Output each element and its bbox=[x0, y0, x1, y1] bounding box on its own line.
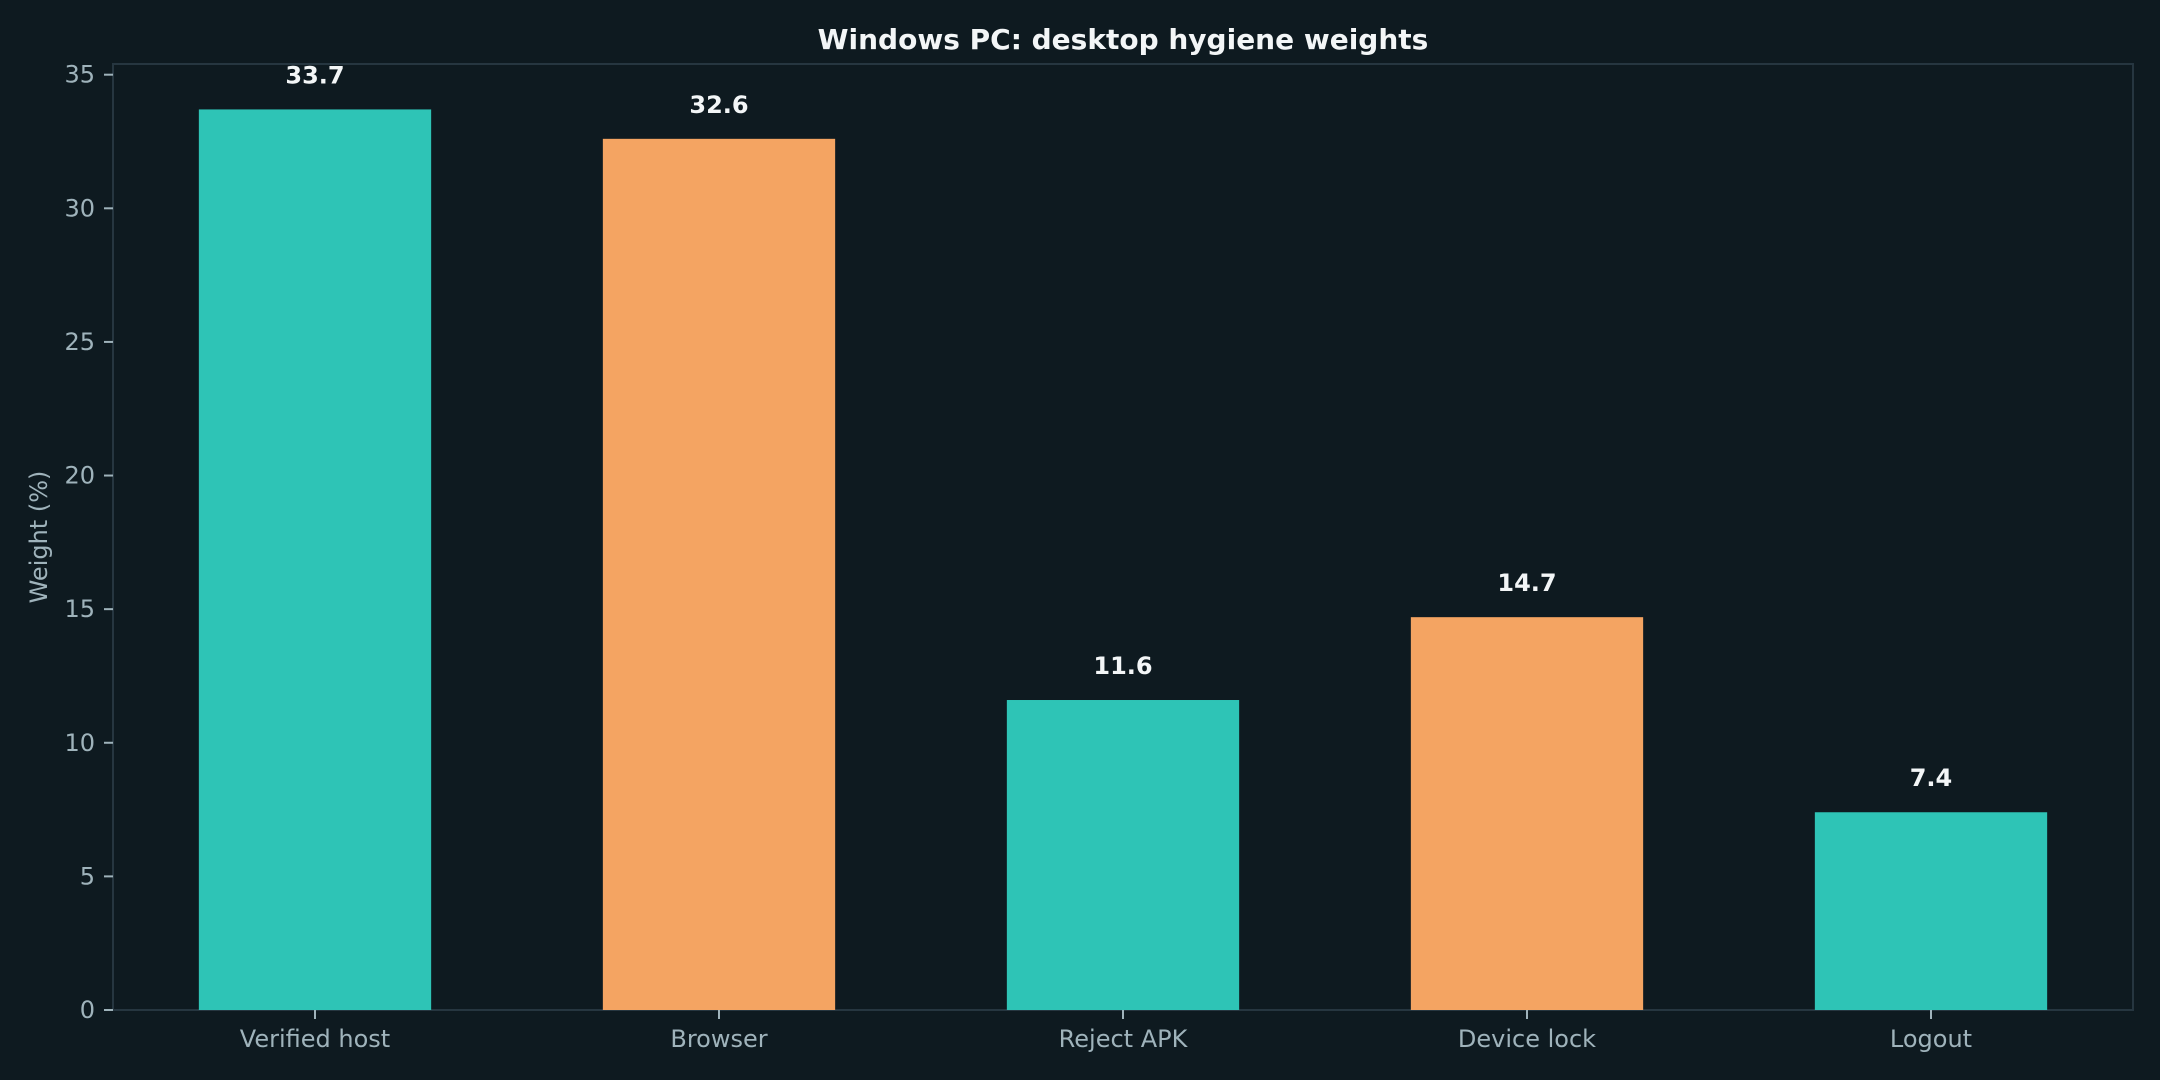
y-tick-label: 35 bbox=[64, 61, 95, 89]
bar bbox=[1814, 812, 2048, 1010]
bar-value-label: 14.7 bbox=[1497, 569, 1556, 597]
bar-value-label: 7.4 bbox=[1910, 764, 1953, 792]
y-tick-label: 0 bbox=[80, 996, 95, 1024]
x-tick-label: Logout bbox=[1890, 1025, 1972, 1053]
bar bbox=[1410, 617, 1644, 1010]
bar bbox=[602, 138, 836, 1011]
bar bbox=[198, 109, 432, 1010]
x-tick-label: Reject APK bbox=[1059, 1025, 1189, 1053]
y-tick-label: 20 bbox=[64, 462, 95, 490]
y-axis-ticks: 0 5 10 15 20 25 30 35 bbox=[64, 61, 113, 1024]
y-tick-label: 25 bbox=[64, 328, 95, 356]
x-axis-ticks: Verified host Browser Reject APK Device loc… bbox=[240, 1010, 1972, 1053]
y-tick-label: 15 bbox=[64, 595, 95, 623]
bar-series bbox=[198, 109, 2048, 1011]
y-tick-label: 30 bbox=[64, 194, 95, 222]
y-axis-label: Weight (%) bbox=[25, 471, 53, 604]
bar-value-label: 33.7 bbox=[285, 61, 344, 89]
bar-value-label: 11.6 bbox=[1093, 652, 1152, 680]
y-tick-label: 10 bbox=[64, 729, 95, 757]
data-labels: 33.7 32.6 11.6 14.7 7.4 bbox=[285, 61, 1952, 792]
bar-value-label: 32.6 bbox=[689, 91, 748, 119]
chart-title: Windows PC: desktop hygiene weights bbox=[818, 23, 1429, 56]
x-tick-label: Browser bbox=[670, 1025, 767, 1053]
x-tick-label: Device lock bbox=[1458, 1025, 1596, 1053]
x-tick-label: Verified host bbox=[240, 1025, 390, 1053]
y-tick-label: 5 bbox=[80, 862, 95, 890]
bar bbox=[1006, 700, 1240, 1010]
